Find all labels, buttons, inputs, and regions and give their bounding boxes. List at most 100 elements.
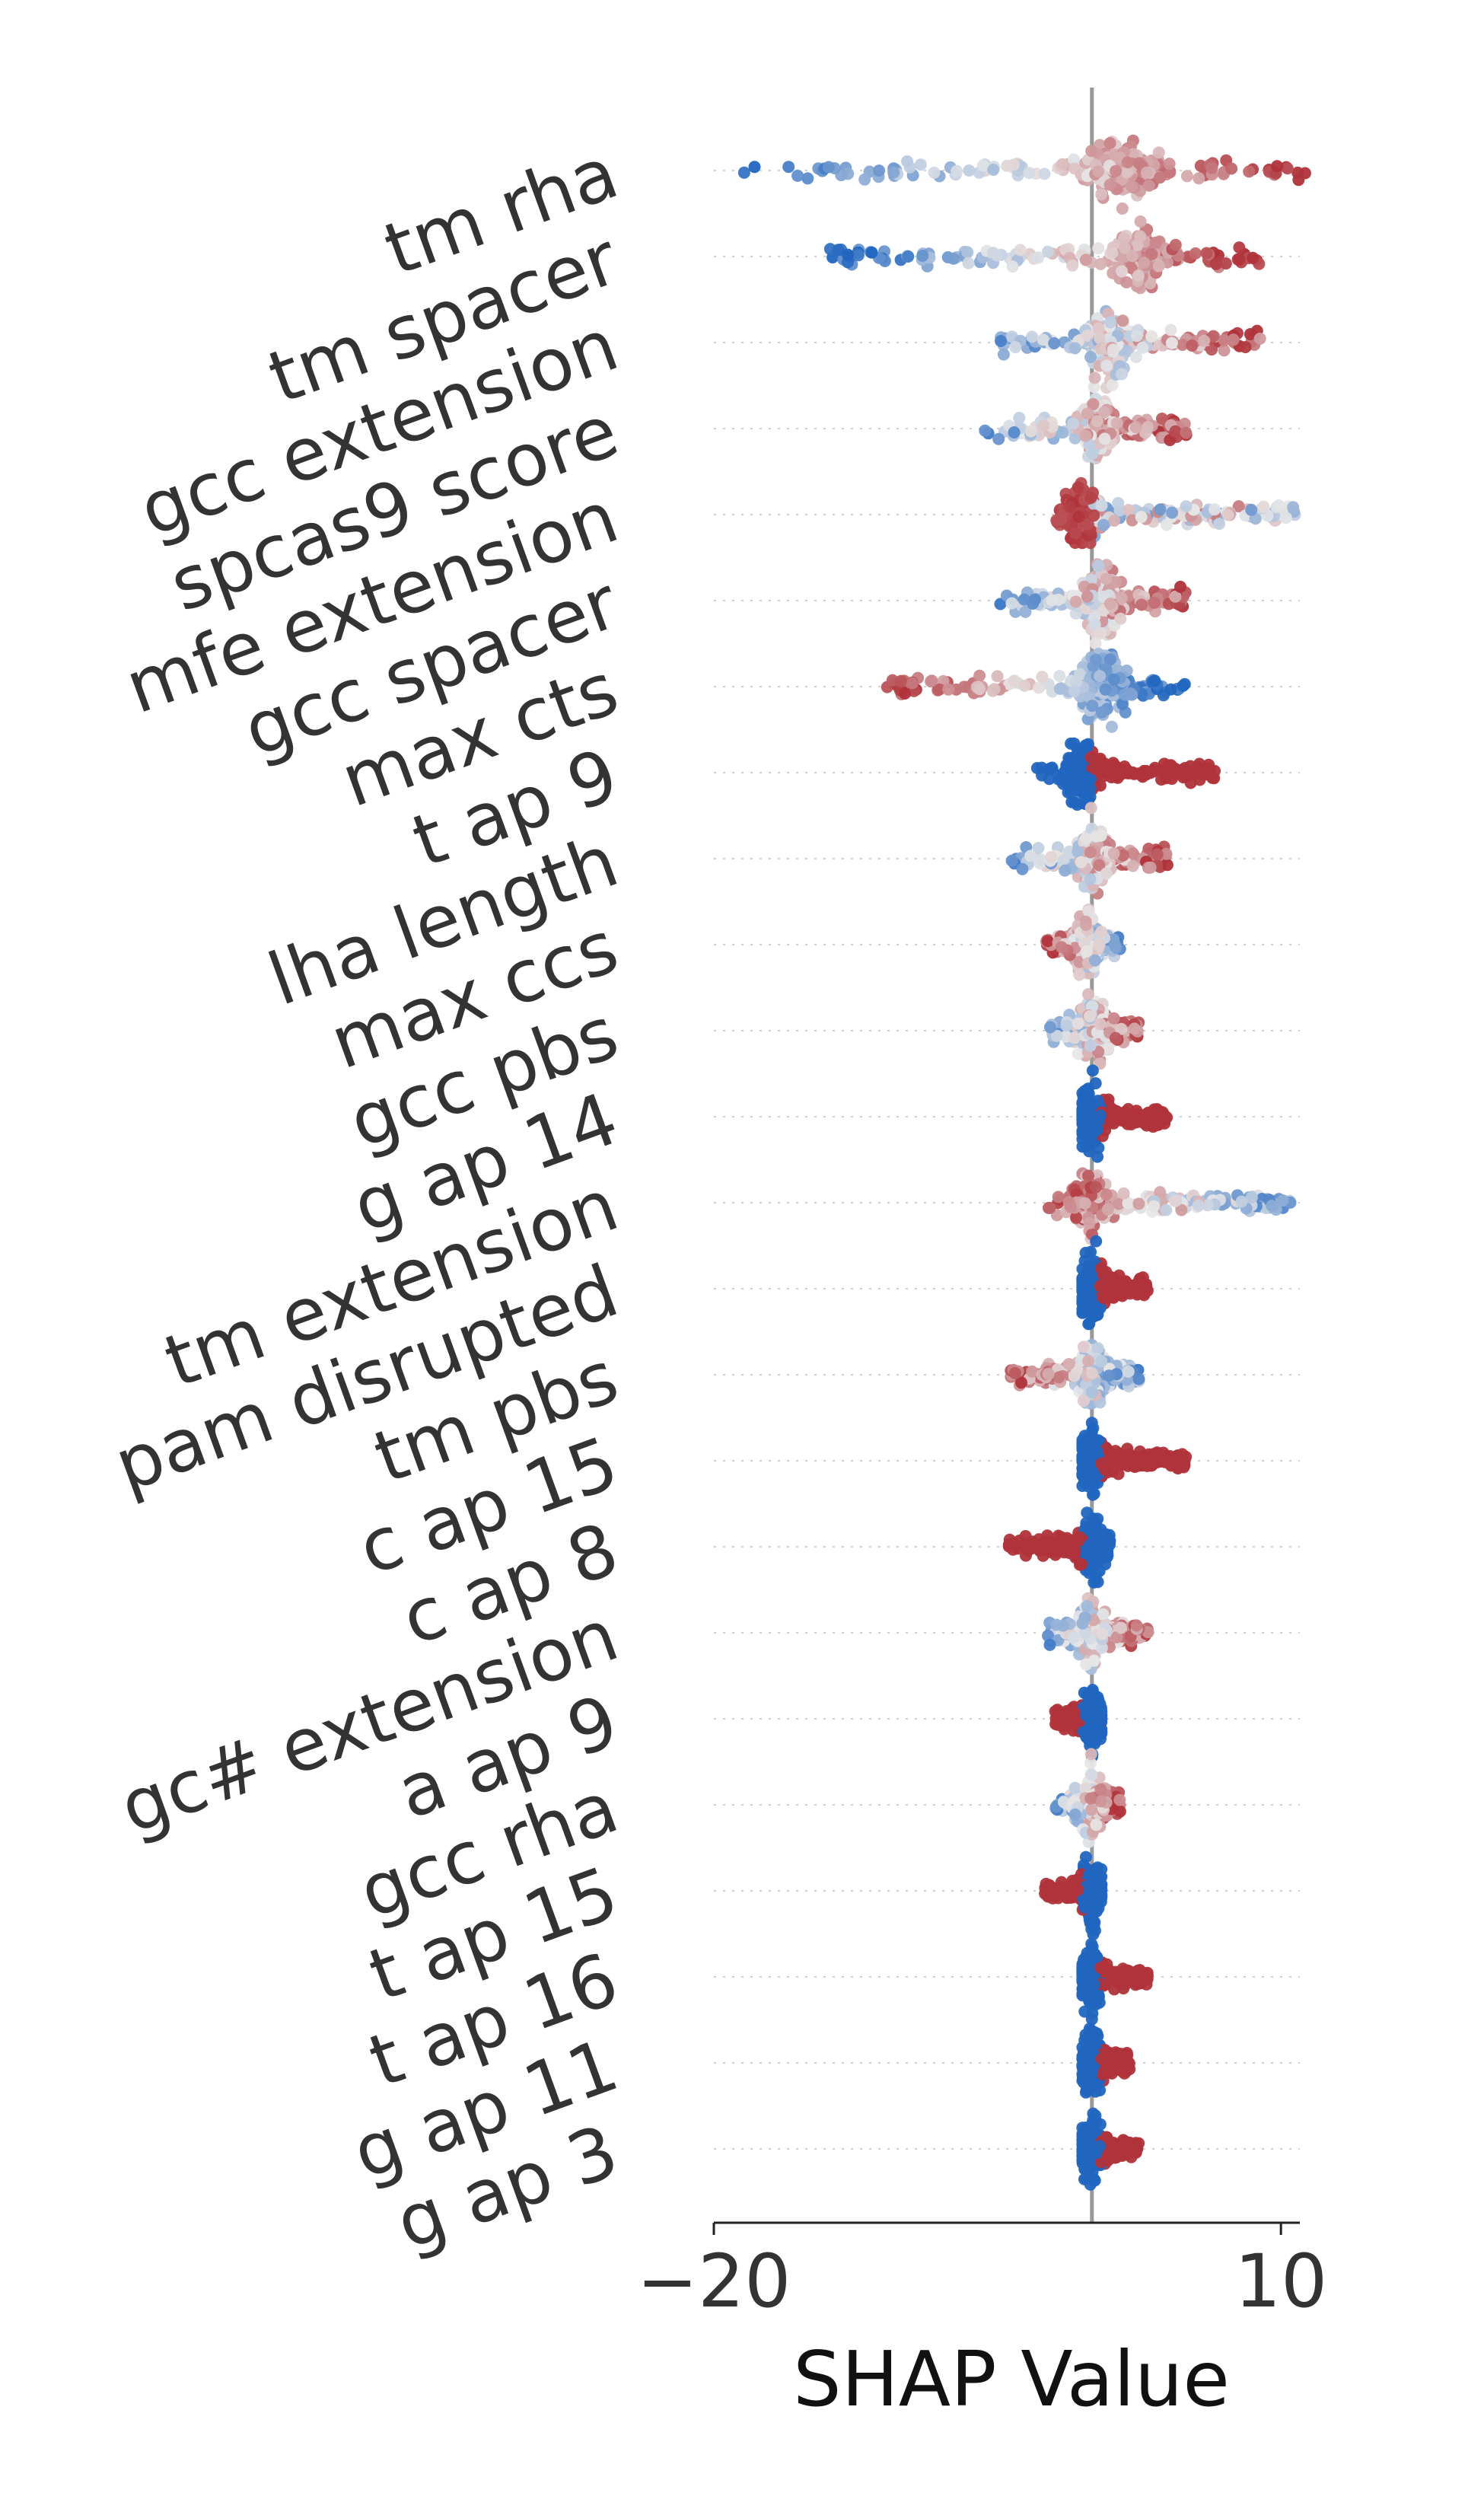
shap-point — [782, 161, 795, 174]
shap-point — [1019, 605, 1032, 618]
shap-point — [1095, 188, 1108, 201]
shap-point — [1008, 426, 1021, 438]
shap-point — [1024, 850, 1037, 862]
shap-point — [1084, 846, 1097, 859]
shap-point — [1037, 333, 1049, 346]
shap-point — [1160, 1203, 1173, 1216]
shap-point — [1116, 202, 1129, 215]
shap-point — [1089, 1309, 1101, 1322]
shap-point — [1094, 1280, 1107, 1292]
shap-point — [887, 166, 900, 179]
shap-point — [1068, 1369, 1081, 1382]
shap-point — [1180, 500, 1193, 513]
shap-point — [997, 348, 1010, 361]
shap-point — [1078, 1254, 1091, 1267]
shap-point — [1161, 1451, 1174, 1464]
shap-point — [1065, 737, 1078, 750]
shap-point — [1166, 506, 1179, 519]
shap-point — [1073, 968, 1086, 981]
shap-point — [1152, 260, 1165, 273]
shap-point — [1076, 1436, 1089, 1449]
shap-point — [1072, 846, 1084, 858]
shap-point — [1139, 1115, 1152, 1128]
shap-point — [1149, 236, 1162, 249]
shap-point — [1253, 332, 1266, 345]
feature-row-points — [737, 134, 1311, 215]
shap-point — [1080, 1658, 1093, 1671]
feature-row-points — [1044, 988, 1145, 1070]
shap-point — [1138, 766, 1151, 779]
shap-point — [1084, 1039, 1097, 1052]
shap-point — [1086, 1367, 1098, 1380]
shap-point — [1009, 341, 1022, 354]
shap-point — [1068, 1808, 1081, 1821]
shap-point — [1095, 1355, 1108, 1368]
shap-point — [963, 164, 976, 177]
feature-row-points — [1042, 1592, 1154, 1675]
shap-point — [1135, 598, 1148, 611]
shap-point — [1151, 848, 1164, 861]
shap-point — [1129, 351, 1142, 364]
shap-point — [1171, 1462, 1184, 1474]
shap-point — [1030, 762, 1043, 774]
shap-point — [1066, 259, 1079, 272]
shap-point — [1097, 406, 1110, 419]
shap-point — [852, 249, 865, 262]
shap-point — [1072, 481, 1084, 494]
shap-point — [1112, 496, 1125, 509]
shap-point — [1103, 178, 1116, 191]
shap-point — [1048, 1544, 1061, 1557]
shap-point — [1066, 1534, 1079, 1547]
shap-point — [1098, 432, 1111, 445]
feature-row-points — [1049, 1748, 1126, 1848]
shap-point — [1148, 596, 1161, 609]
shap-point — [1084, 1792, 1097, 1805]
shap-point — [1135, 511, 1148, 524]
shap-point — [1126, 250, 1138, 263]
shap-point — [1110, 417, 1123, 429]
shap-point — [1177, 680, 1189, 692]
shap-point — [1023, 167, 1036, 180]
shap-point — [1069, 595, 1082, 608]
shap-point — [1100, 1188, 1113, 1201]
shap-point — [1107, 343, 1119, 356]
shap-point — [1063, 500, 1076, 513]
shap-point — [1080, 1467, 1093, 1480]
shap-point — [1093, 938, 1106, 951]
shap-point — [1079, 1709, 1092, 1722]
shap-point — [865, 246, 878, 259]
shap-point — [1090, 1181, 1102, 1194]
shap-point — [1014, 244, 1027, 257]
shap-point — [1125, 262, 1138, 275]
shap-point — [1021, 1544, 1034, 1557]
shap-point — [1086, 700, 1099, 712]
shap-point — [1071, 799, 1084, 811]
shap-point — [979, 424, 992, 437]
shap-point — [1085, 1723, 1098, 1736]
shap-point — [916, 250, 929, 262]
feature-row-points — [1039, 1851, 1108, 1941]
shap-point — [1148, 1200, 1161, 1213]
feature-row-points — [823, 215, 1266, 295]
shap-point — [1088, 1487, 1100, 1500]
shap-point — [1067, 770, 1080, 783]
shap-point — [1101, 1547, 1114, 1560]
shap-point — [1118, 241, 1131, 254]
shap-point — [1117, 1187, 1130, 1200]
shap-point — [1088, 381, 1100, 394]
shap-point — [1107, 1288, 1120, 1301]
shap-point — [1090, 1819, 1103, 1831]
shap-point — [906, 677, 919, 690]
shap-point — [1227, 333, 1240, 346]
shap-point — [1094, 332, 1107, 345]
shap-point — [1080, 945, 1093, 958]
shap-point — [1272, 499, 1285, 512]
shap-point — [1070, 675, 1082, 688]
shap-point — [1076, 1291, 1089, 1304]
shap-point — [1169, 425, 1182, 438]
shap-point — [1121, 156, 1134, 169]
shap-point — [1089, 637, 1102, 650]
shap-point — [1169, 238, 1182, 251]
shap-point — [951, 164, 963, 177]
